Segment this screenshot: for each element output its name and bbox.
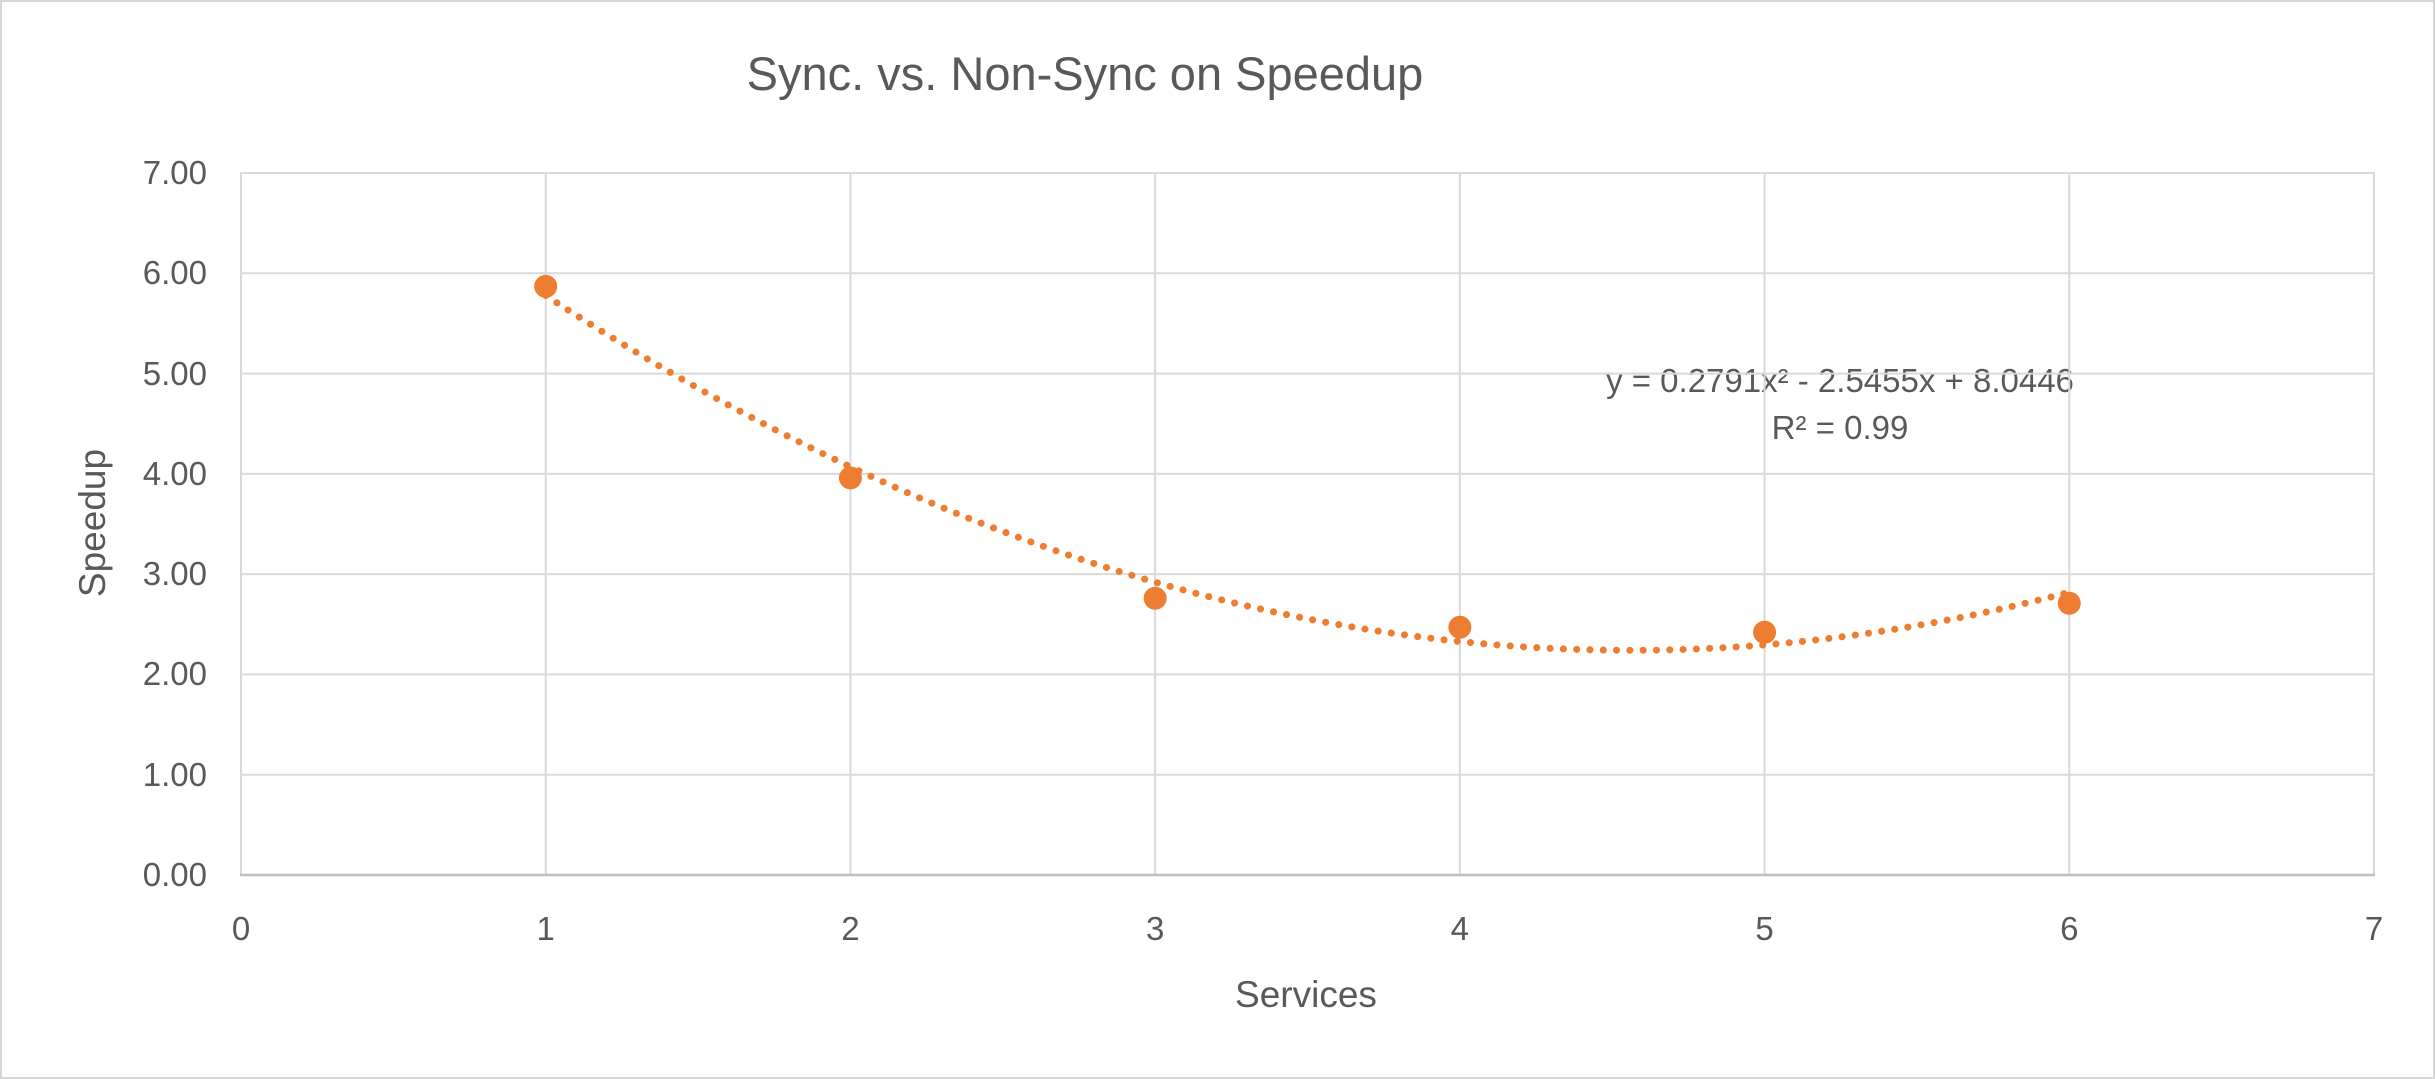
data-point bbox=[838, 466, 862, 490]
y-tick-label: 7.00 bbox=[142, 154, 207, 191]
y-tick-label: 2.00 bbox=[142, 655, 207, 693]
y-tick-label: 6.00 bbox=[142, 254, 207, 292]
trendline-r-squared: R² = 0.99 bbox=[1771, 409, 1909, 446]
x-tick-label: 3 bbox=[1145, 910, 1165, 947]
data-point bbox=[1143, 586, 1167, 610]
x-tick-label: 1 bbox=[536, 910, 555, 947]
data-point bbox=[1753, 620, 1777, 644]
x-tick-label: 2 bbox=[841, 910, 860, 947]
y-tick-label: 4.00 bbox=[142, 454, 207, 492]
trendline-label: y = 0.2791x² - 2.5455x + 8.0446 R² = 0.9… bbox=[1606, 357, 2074, 451]
x-tick-label: 5 bbox=[1755, 910, 1774, 947]
y-tick-label: 0.00 bbox=[142, 856, 207, 893]
y-tick-label: 5.00 bbox=[142, 354, 207, 392]
x-tick-label: 6 bbox=[2060, 910, 2079, 947]
x-tick-label: 4 bbox=[1450, 910, 1470, 947]
x-tick-label: 0 bbox=[231, 910, 251, 947]
trendline-equation: y = 0.2791x² - 2.5455x + 8.0446 bbox=[1606, 362, 2074, 399]
y-tick-label: 1.00 bbox=[142, 755, 207, 793]
data-point bbox=[2057, 591, 2081, 615]
y-tick-label: 3.00 bbox=[142, 555, 207, 593]
trendline-curve bbox=[542, 292, 2073, 654]
plot-border bbox=[240, 172, 2375, 876]
x-axis-title: Services bbox=[1235, 974, 1377, 1015]
data-point bbox=[534, 274, 558, 298]
data-point bbox=[1448, 615, 1472, 639]
x-tick-label: 7 bbox=[2364, 910, 2384, 947]
chart-title: Sync. vs. Non-Sync on Speedup bbox=[746, 47, 1424, 100]
